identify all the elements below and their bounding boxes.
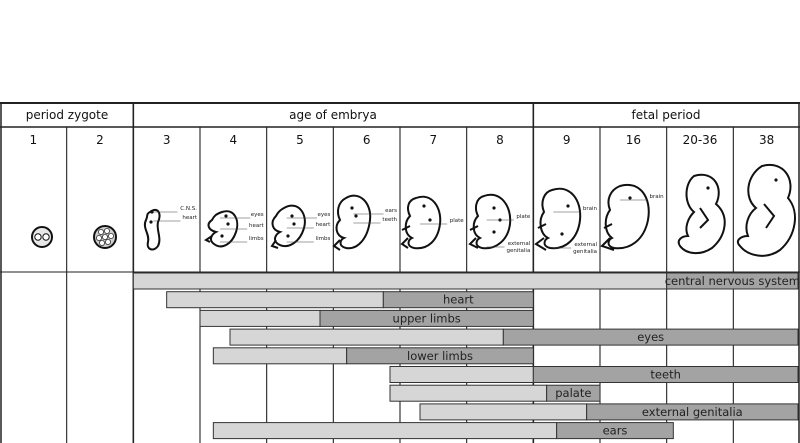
- embryo-figures: [31, 163, 796, 257]
- bar-light-segment: [212, 347, 348, 365]
- embryo-week-8-icon: [468, 193, 512, 250]
- bar-dark-segment: [532, 366, 799, 383]
- organ-label: external: [574, 242, 597, 248]
- organ-label: ears: [385, 208, 397, 214]
- embryo-week-6-icon: [332, 194, 372, 251]
- week-label: 9: [563, 133, 571, 147]
- fetus-week-16-icon: [600, 183, 650, 251]
- week-label: 38: [759, 133, 774, 147]
- period-zygote-label: period zygote: [26, 108, 109, 122]
- organ-label: eyes: [251, 212, 264, 218]
- bar-eyes: eyes: [229, 328, 799, 346]
- bar-light-segment: [199, 309, 321, 327]
- bar-label: heart: [443, 293, 474, 307]
- bar-external-genitalia: external genitalia: [419, 403, 799, 421]
- organ-labels: C.N.S. heart eyes heart limbs eyes heart limbs e…: [180, 194, 664, 255]
- bar-label: eyes: [637, 330, 664, 344]
- bar-label: ears: [603, 424, 628, 438]
- bar-label: lower limbs: [407, 349, 473, 363]
- bar-light-segment: [212, 422, 558, 440]
- bar-dark-segment: [666, 272, 799, 290]
- bar-palate: palate: [389, 384, 601, 402]
- bar-light-segment: [389, 366, 534, 383]
- bar-label: central nervous system: [665, 274, 800, 288]
- period-fetal-label: fetal period: [631, 108, 700, 122]
- bar-dark-segment: [319, 309, 534, 327]
- week-labels: 1 2 3 4 5 6 7 8 9 16 20-36 38: [30, 133, 775, 147]
- bar-dark-segment: [382, 291, 534, 309]
- development-bars: central nervous system heart upper limbs ey…: [132, 272, 800, 440]
- week-label: 3: [163, 133, 171, 147]
- week-label: 20-36: [683, 133, 718, 147]
- bar-light-segment: [132, 272, 668, 290]
- fetus-week-38-icon: [736, 163, 796, 257]
- organ-label: external: [508, 241, 531, 247]
- period-headers: period zygote age of embrya fetal period: [26, 108, 701, 122]
- organ-dots: [149, 178, 778, 238]
- bar-label: upper limbs: [393, 311, 461, 325]
- bar-ears: ears: [212, 422, 674, 440]
- organ-label: limbs: [249, 236, 264, 242]
- bar-label: external genitalia: [642, 405, 743, 419]
- fetus-week-9-icon: [534, 187, 582, 251]
- embryo-week-7-icon: [400, 195, 442, 250]
- embryo-week-5-icon: [270, 204, 306, 249]
- bar-light-segment: [389, 384, 548, 402]
- bar-light-segment: [419, 403, 588, 421]
- organ-label: heart: [316, 222, 332, 228]
- bar-heart: heart: [166, 291, 534, 309]
- embryo-week-3-icon: [143, 208, 161, 251]
- morula-week-2-icon: [93, 225, 117, 249]
- week-label: 16: [626, 133, 641, 147]
- organ-label: plate: [450, 218, 465, 224]
- organ-pointer-lines: [153, 199, 648, 249]
- bar-dark-segment: [556, 422, 674, 440]
- bar-lower-limbs: lower limbs: [212, 347, 534, 365]
- organ-label: C.N.S.: [180, 206, 197, 212]
- fetus-week-20-36-icon: [677, 173, 726, 254]
- bar-teeth: teeth: [389, 366, 799, 383]
- week-label: 7: [430, 133, 438, 147]
- bar-dark-segment: [502, 328, 799, 346]
- chart-title: weeks: [353, 38, 447, 73]
- bar-light-segment: [166, 291, 384, 309]
- organ-label: brain: [650, 194, 665, 200]
- bar-central-nervous-system: central nervous system: [132, 272, 800, 290]
- organ-label: limbs: [316, 236, 331, 242]
- week-label: 5: [296, 133, 304, 147]
- bar-label: teeth: [650, 368, 680, 382]
- organ-label: plate: [516, 214, 531, 220]
- organ-label: heart: [249, 223, 265, 229]
- bar-dark-segment: [586, 403, 799, 421]
- organ-label: genitalia: [506, 248, 530, 254]
- bar-light-segment: [229, 328, 504, 346]
- bar-dark-segment: [546, 384, 601, 402]
- week-label: 6: [363, 133, 371, 147]
- bar-label: palate: [555, 386, 591, 400]
- organ-label: heart: [182, 215, 198, 221]
- organ-label: teeth: [382, 217, 397, 223]
- bar-dark-segment: [346, 347, 534, 365]
- zygote-week-1-icon: [31, 226, 53, 248]
- organ-label: eyes: [317, 212, 330, 218]
- week-label: 8: [496, 133, 504, 147]
- organ-label: genitalia: [573, 249, 597, 255]
- week-label: 1: [30, 133, 38, 147]
- week-label: 2: [96, 133, 104, 147]
- organ-label: brain: [583, 206, 598, 212]
- period-embryo-label: age of embrya: [289, 108, 377, 122]
- week-label: 4: [230, 133, 238, 147]
- bar-upper-limbs: upper limbs: [199, 309, 534, 327]
